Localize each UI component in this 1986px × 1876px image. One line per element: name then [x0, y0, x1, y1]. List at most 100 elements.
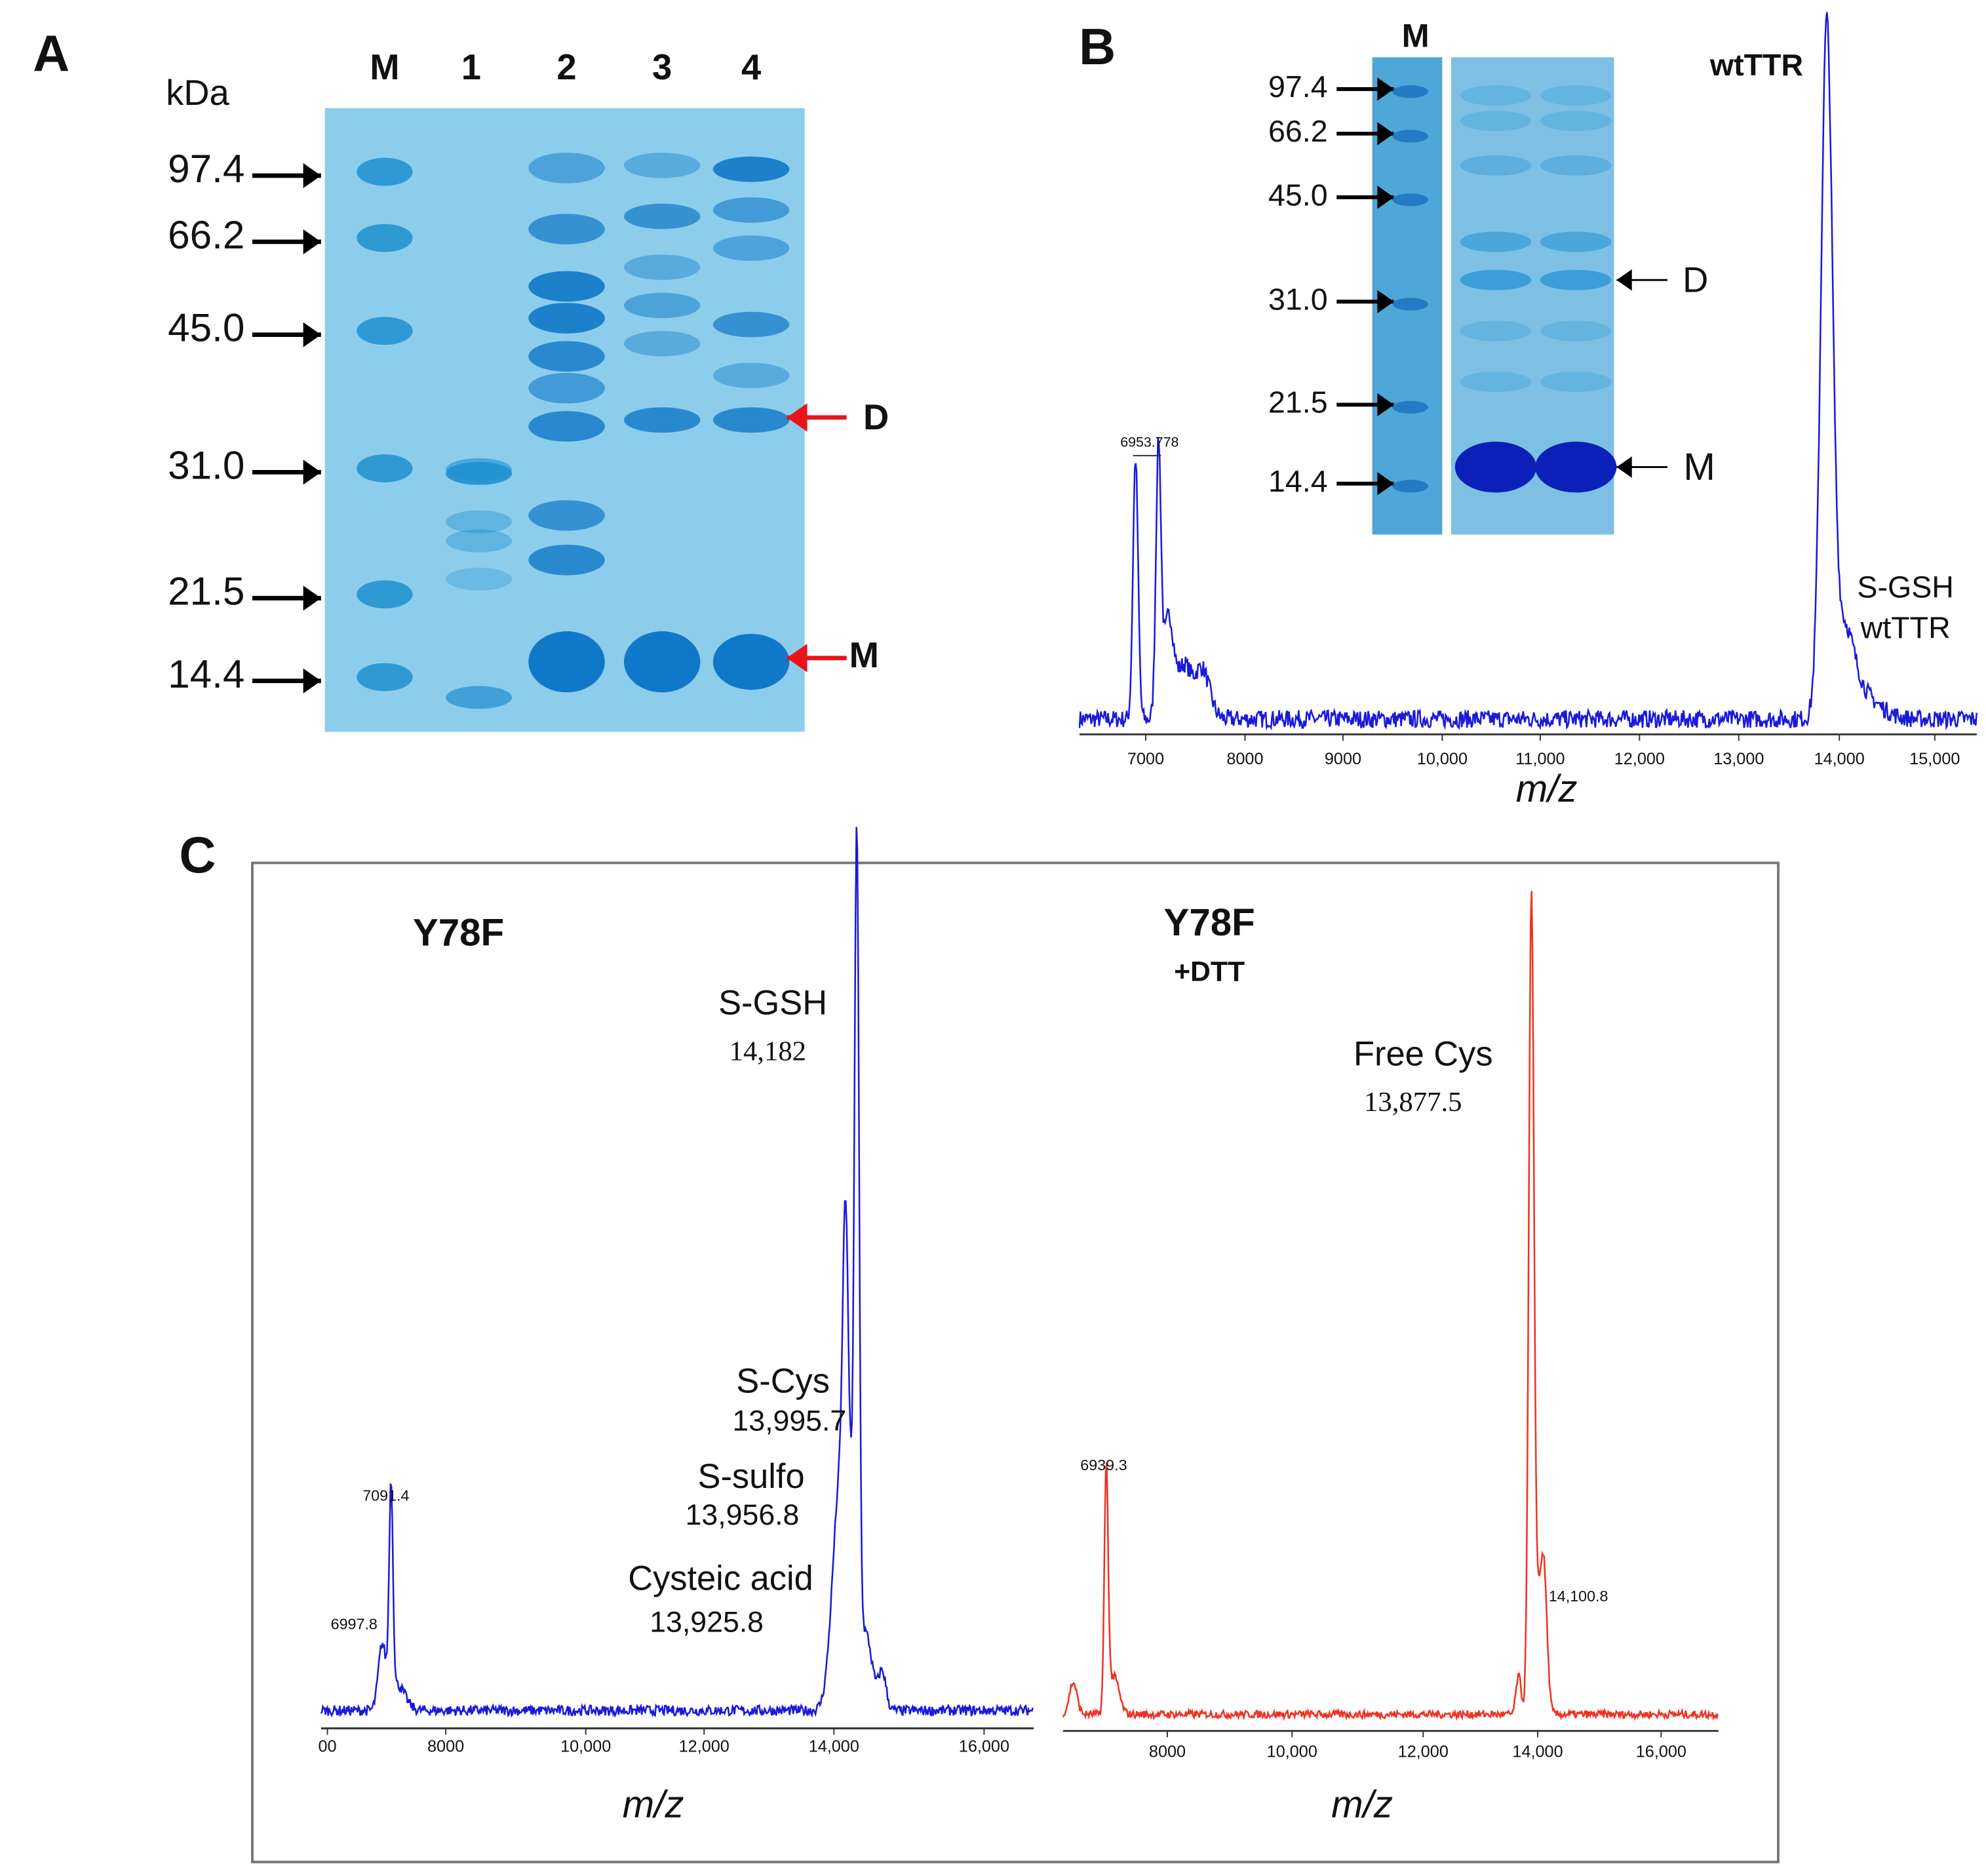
gel-band [446, 510, 513, 534]
band-label: D [863, 397, 889, 437]
peak-name: wtTTR [1860, 610, 1951, 644]
gel-band [623, 330, 701, 357]
band-label: M [849, 635, 879, 675]
lane-label: 2 [556, 47, 576, 87]
gel-band [446, 686, 513, 709]
gel-band [623, 292, 701, 319]
arrow-head [303, 229, 321, 254]
gel-band [528, 631, 605, 693]
gel-band [1535, 441, 1617, 493]
arrow-head [303, 163, 321, 188]
gel-band [1460, 85, 1532, 106]
lane-label: M [1402, 17, 1430, 54]
marker-label: 21.5 [168, 570, 244, 614]
x-tick-label: 14,000 [809, 1738, 859, 1756]
x-tick-label: 12,000 [679, 1738, 730, 1756]
peak-name: S-GSH [718, 985, 827, 1023]
gel-band [446, 529, 513, 553]
arrow-head [787, 403, 808, 432]
gel-band [528, 500, 605, 531]
arrow-head [1377, 290, 1394, 313]
gel-band [1460, 269, 1532, 290]
peak-label: 6997.8 [331, 1616, 378, 1633]
gel-band [446, 567, 513, 591]
peak-name: S-Cys [736, 1362, 830, 1400]
x-tick-label: 12,000 [1398, 1742, 1449, 1761]
gel-band [1540, 269, 1612, 290]
x-label: m/z [1331, 1784, 1393, 1826]
band-label: D [1683, 260, 1708, 300]
gel-band [528, 372, 605, 404]
x-tick-label: 14,000 [1512, 1742, 1563, 1761]
x-tick-label: 8000 [427, 1738, 464, 1756]
arrow-head [1377, 77, 1394, 101]
frame [251, 861, 1780, 1864]
gel-band [1460, 110, 1532, 131]
x-tick-label: 10,000 [1417, 750, 1468, 768]
x-tick-label: 13,000 [1713, 750, 1764, 768]
marker-label: 21.5 [1268, 385, 1328, 420]
panel-label: B [1079, 19, 1116, 75]
gel-band [623, 203, 701, 229]
marker-label: 31.0 [1268, 282, 1328, 316]
x-tick-label: 16,000 [1636, 1742, 1686, 1761]
peak-mass: 14,182 [730, 1036, 806, 1066]
gel-band [712, 235, 790, 262]
gel-band [528, 152, 605, 184]
x-tick-label: 12,000 [1614, 750, 1665, 768]
gel-band [1392, 85, 1429, 98]
gel-band [357, 580, 413, 609]
x-tick-label: 11,000 [1515, 750, 1565, 768]
arrow-head [1377, 393, 1394, 417]
gel-band [712, 362, 790, 389]
gel-band [357, 663, 413, 692]
gel-band [1392, 130, 1429, 143]
peak-mass: 13,995.7 [732, 1405, 846, 1437]
gel-band [1540, 321, 1612, 342]
x-tick-label: 8000 [1226, 750, 1263, 768]
gel-band [528, 545, 605, 576]
band-label: M [1683, 446, 1715, 488]
marker-label: 66.2 [1268, 114, 1328, 148]
gel-band [446, 461, 513, 485]
marker-label: 66.2 [168, 213, 244, 257]
panel-label: A [33, 26, 69, 82]
spectrum [1062, 891, 1719, 1721]
gel-band [712, 156, 790, 182]
x-label: m/z [623, 1784, 684, 1826]
marker-label: 45.0 [168, 306, 244, 350]
gel-band [528, 341, 605, 372]
gel-band [1540, 231, 1612, 252]
peak-mass: 13,956.8 [686, 1499, 800, 1531]
gel-band [1540, 371, 1612, 393]
x-tick-label: 15,000 [1909, 750, 1960, 768]
arrow-head [1377, 472, 1394, 496]
gel-band [1540, 110, 1612, 131]
gel-band [623, 152, 701, 178]
lane-label: M [370, 47, 399, 87]
peak-name: Cysteic acid [628, 1559, 813, 1597]
gel-band [357, 317, 413, 345]
gel-band [528, 214, 605, 244]
spectrum-title: Y78F [413, 912, 504, 954]
gel-band [623, 407, 701, 433]
gel-band [712, 407, 790, 433]
peak-name: Free Cys [1353, 1035, 1493, 1073]
x-tick-label: 10,000 [1267, 1742, 1317, 1761]
arrow-head [303, 322, 321, 347]
marker-label: 45.0 [1268, 178, 1328, 212]
x-tick-label: 10,000 [560, 1738, 611, 1756]
gel-band [623, 254, 701, 281]
gel-band [1392, 401, 1429, 414]
gel-band [1460, 155, 1532, 176]
x-tick-label: 9000 [1325, 750, 1361, 768]
x-tick-label: 7000 [1127, 750, 1164, 768]
gel-band [712, 197, 790, 223]
gel-band [528, 411, 605, 442]
lane-label: 1 [461, 47, 481, 87]
gel-band [1540, 85, 1612, 106]
gel-band [1460, 231, 1532, 252]
gel-band [528, 271, 605, 302]
marker-label: 31.0 [168, 443, 244, 487]
